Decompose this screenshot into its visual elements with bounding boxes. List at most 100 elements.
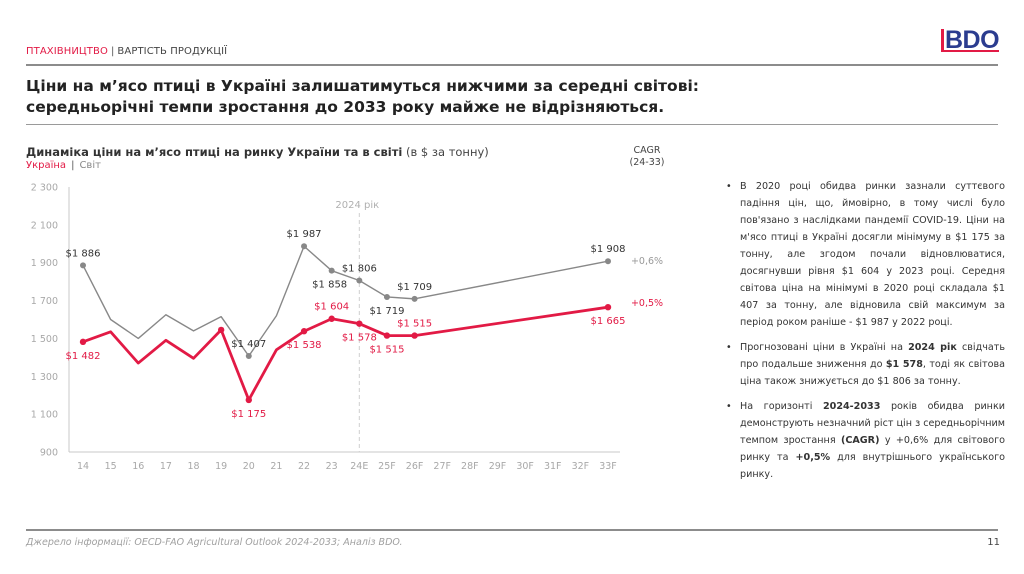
- legend-item-ukraine: Україна: [26, 160, 67, 171]
- x-tick-label: 28F: [461, 461, 479, 472]
- data-label-world: $1 407: [231, 339, 266, 350]
- section-label: ПТАХІВНИЦТВО | ВАРТІСТЬ ПРОДУКЦІЇ: [26, 46, 227, 57]
- y-tick-label: 2 100: [31, 220, 58, 231]
- x-tick-label: 14: [77, 461, 89, 472]
- x-tick-label: 26F: [406, 461, 424, 472]
- cagr-header-period: (24-33): [629, 157, 665, 168]
- forecast-annotation-label: 2024 рік: [335, 199, 379, 211]
- y-tick-label: 1 500: [31, 334, 58, 345]
- x-tick-label: 33F: [599, 461, 617, 472]
- data-point-ukraine: [356, 320, 363, 327]
- data-point-ukraine: [328, 315, 335, 322]
- data-label-ukraine: $1 515: [397, 319, 432, 330]
- x-tick-label: 29F: [489, 461, 507, 472]
- cagr-ukraine: +0,5%: [631, 298, 663, 309]
- commentary-text: у +0,6% для світового ринку та: [740, 435, 1006, 463]
- legend-separator: |: [71, 160, 75, 171]
- x-tick-label: 31F: [544, 461, 562, 472]
- cagr-header: CAGR (24-33): [620, 145, 674, 169]
- x-tick-label: 22: [298, 461, 310, 472]
- logo-accent-vertical: [941, 29, 944, 50]
- x-tick-label: 19: [215, 461, 227, 472]
- cagr-header-title: CAGR: [633, 145, 661, 156]
- x-tick-label: 23: [326, 461, 338, 472]
- y-tick-label: 1 100: [31, 410, 58, 421]
- footer-divider: [26, 529, 998, 531]
- header-divider: [26, 64, 998, 66]
- data-label-world: $1 858: [312, 280, 347, 291]
- x-tick-label: 24E: [350, 461, 368, 472]
- data-point-ukraine: [383, 332, 391, 339]
- data-label-ukraine: $1 578: [342, 333, 377, 344]
- data-point-ukraine: [604, 303, 612, 311]
- data-point-world: [383, 293, 390, 300]
- chart-title: Динаміка ціни на м’ясо птиці на ринку Ук…: [26, 145, 489, 159]
- x-tick-label: 25F: [378, 461, 396, 472]
- data-point-world: [356, 277, 363, 284]
- x-tick-label: 20: [243, 461, 255, 472]
- chart-legend: Україна | Світ: [26, 160, 101, 171]
- data-label-world: $1 987: [287, 229, 322, 240]
- data-point-ukraine: [300, 328, 308, 335]
- logo-text: BDO: [945, 26, 1000, 54]
- title-divider: [26, 124, 998, 125]
- page-title: Ціни на м’ясо птиці в Україні залишатиму…: [26, 76, 786, 118]
- commentary-emphasis: 2024-2033: [822, 401, 881, 412]
- section-category: ПТАХІВНИЦТВО: [26, 46, 108, 57]
- x-tick-label: 30F: [516, 461, 534, 472]
- x-tick-label: 32F: [572, 461, 590, 472]
- cagr-world: +0,6%: [631, 256, 663, 267]
- y-tick-label: 1 700: [31, 296, 58, 307]
- data-point-world: [80, 262, 86, 269]
- data-label-world: $1 806: [342, 264, 377, 275]
- data-label-world: $1 719: [369, 306, 404, 317]
- data-point-ukraine: [79, 338, 87, 346]
- data-label-ukraine: $1 665: [591, 316, 626, 327]
- data-label-world: $1 886: [66, 248, 101, 259]
- x-tick-label: 18: [187, 461, 199, 472]
- chart-unit: (в $ за тонну): [405, 145, 489, 159]
- x-tick-label: 27F: [433, 461, 451, 472]
- commentary-bullet: На горизонті 2024-2033 років обидва ринк…: [725, 398, 1005, 483]
- commentary-emphasis: $1 578: [885, 359, 923, 370]
- series-line-world: [82, 245, 609, 357]
- commentary-emphasis: +0,5%: [795, 452, 831, 463]
- commentary-emphasis: (CAGR): [840, 435, 880, 446]
- commentary-text: На горизонті: [740, 401, 823, 412]
- y-tick-label: 1 900: [31, 258, 58, 269]
- commentary-text: років обидва ринки демонструють незначни…: [740, 401, 1005, 446]
- page-number: 11: [987, 537, 1000, 548]
- data-label-world: $1 709: [397, 282, 432, 293]
- series-line-ukraine: [82, 305, 609, 402]
- data-label-ukraine: $1 604: [314, 302, 349, 313]
- logo-accent-horizontal: [941, 50, 999, 52]
- page-title-line-2: середньорічні темпи зростання до 2033 ро…: [26, 98, 665, 116]
- commentary-text: , тоді як світова ціна також знижується …: [740, 359, 1006, 387]
- y-tick-label: 1 300: [31, 372, 58, 383]
- legend-item-world: Світ: [79, 160, 101, 171]
- data-point-world: [328, 267, 335, 274]
- data-label-ukraine: $1 538: [287, 340, 322, 351]
- data-point-world: [411, 295, 418, 302]
- section-subcategory: ВАРТІСТЬ ПРОДУКЦІЇ: [117, 46, 228, 57]
- price-line-chart: 900 1 100 1 300 1 500 1 700 1 900 2 100 2 300 14…: [31, 183, 663, 473]
- y-tick-label: 2 300: [31, 183, 58, 194]
- commentary-text: для внутрішнього українського ринку.: [740, 452, 1005, 480]
- data-point-world: [245, 353, 252, 360]
- data-point-ukraine: [217, 326, 225, 334]
- data-point-world: [301, 243, 308, 250]
- commentary-emphasis: 2024 рік: [908, 342, 957, 353]
- chart-title-text: Динаміка ціни на м’ясо птиці на ринку Ук…: [26, 145, 403, 159]
- x-tick-label: 16: [132, 461, 144, 472]
- bdo-logo: BDO: [937, 26, 1000, 54]
- data-point-ukraine: [245, 396, 252, 404]
- commentary-bullet: В 2020 році обидва ринки зазнали суттєво…: [725, 178, 1005, 331]
- data-point-ukraine: [411, 332, 418, 339]
- data-label-ukraine: $1 482: [66, 351, 101, 362]
- page-title-line-1: Ціни на м’ясо птиці в Україні залишатиму…: [26, 77, 700, 95]
- section-separator: |: [110, 46, 115, 57]
- data-label-world: $1 908: [591, 244, 626, 255]
- commentary-text: Прогнозовані ціни в Україні на: [740, 342, 909, 353]
- commentary: В 2020 році обидва ринки зазнали суттєво…: [725, 178, 1005, 491]
- commentary-text: В 2020 році обидва ринки зазнали суттєво…: [740, 181, 1005, 328]
